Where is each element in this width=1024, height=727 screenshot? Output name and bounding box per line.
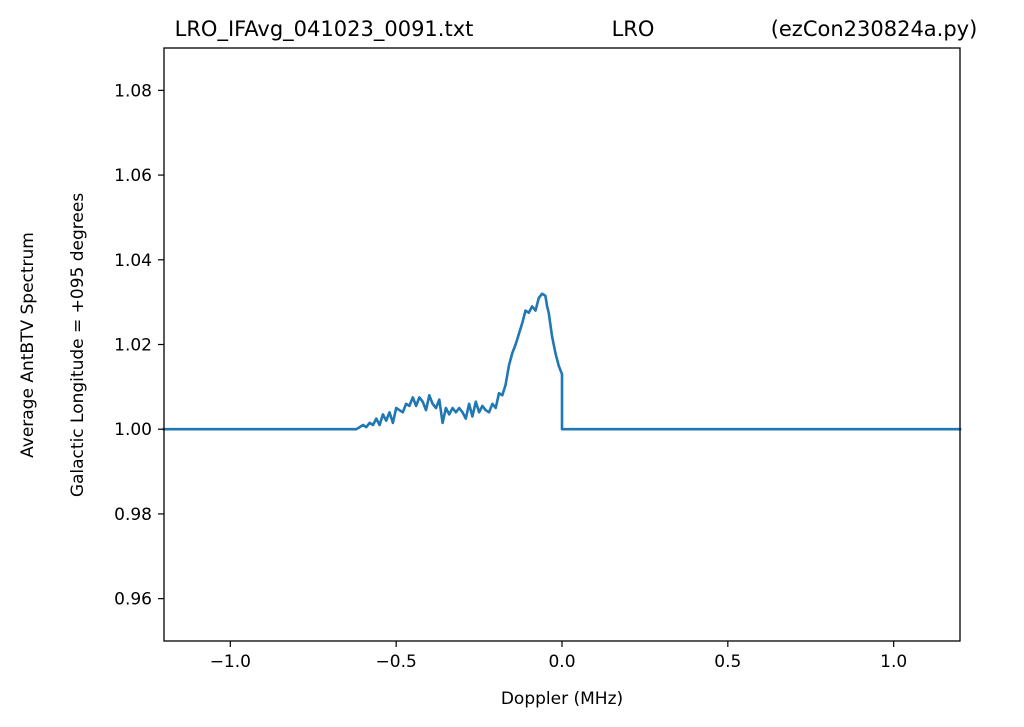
y-tick-label: 0.98 — [114, 505, 152, 525]
chart-title-script: (ezCon230824a.py) — [771, 17, 978, 41]
y-tick-label: 1.04 — [114, 251, 152, 271]
y-axis-label-line-2: Galactic Longitude = +095 degrees — [68, 193, 88, 497]
y-tick-label: 1.00 — [114, 420, 152, 440]
chart-title-station: LRO — [612, 17, 655, 41]
x-axis-label: Doppler (MHz) — [501, 689, 623, 709]
y-tick-label: 0.96 — [114, 590, 152, 610]
y-tick-label: 1.02 — [114, 336, 152, 356]
y-tick-label: 1.06 — [114, 166, 152, 186]
x-tick-label: −0.5 — [376, 652, 417, 672]
y-axis-label-line-1: Average AntBTV Spectrum — [18, 232, 38, 458]
chart-title-filename: LRO_IFAvg_041023_0091.txt — [175, 17, 474, 42]
plot-frame — [163, 47, 961, 642]
x-tick-label: 0.0 — [548, 652, 575, 672]
plot-area: −1.0 −0.5 0.0 0.5 1.0 0.96 0.98 1.00 1.02 1.04 1.0… — [114, 47, 962, 672]
y-tick-label: 1.08 — [114, 81, 152, 101]
x-tick-label: 1.0 — [880, 652, 907, 672]
series-line-0 — [162, 292, 962, 431]
x-tick-label: −1.0 — [210, 652, 251, 672]
x-tick-label: 0.5 — [714, 652, 741, 672]
